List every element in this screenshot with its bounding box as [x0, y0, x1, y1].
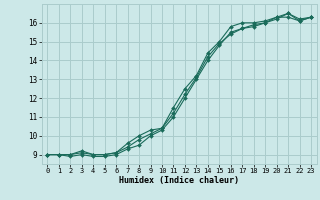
X-axis label: Humidex (Indice chaleur): Humidex (Indice chaleur) [119, 176, 239, 185]
